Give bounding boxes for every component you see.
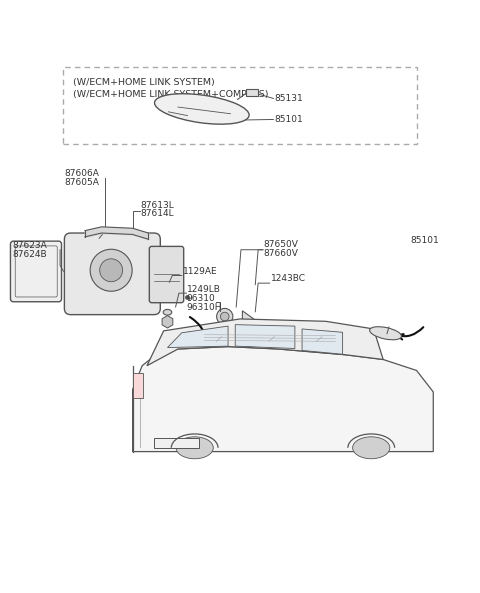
Text: 87623A: 87623A [12, 241, 47, 250]
Bar [154, 438, 199, 448]
Text: 87624B: 87624B [12, 250, 47, 259]
Ellipse shape [216, 308, 233, 324]
Polygon shape [147, 319, 383, 366]
Bar [132, 373, 143, 398]
Text: 96310: 96310 [187, 294, 216, 303]
FancyBboxPatch shape [149, 247, 184, 302]
Text: 96310H: 96310H [187, 303, 222, 312]
Bar [246, 89, 258, 95]
FancyBboxPatch shape [64, 233, 160, 315]
Polygon shape [132, 346, 433, 452]
Text: 85131: 85131 [275, 94, 303, 103]
Ellipse shape [100, 259, 122, 282]
Text: 1129AE: 1129AE [183, 267, 217, 276]
Text: 87605A: 87605A [65, 178, 100, 187]
Text: 87613L: 87613L [141, 201, 175, 210]
Polygon shape [168, 326, 228, 347]
Ellipse shape [220, 313, 229, 321]
Ellipse shape [155, 94, 249, 124]
FancyBboxPatch shape [11, 241, 61, 302]
Polygon shape [235, 324, 295, 349]
Text: 87614L: 87614L [141, 209, 174, 218]
Ellipse shape [176, 437, 213, 459]
Text: 87650V: 87650V [264, 240, 299, 249]
Text: 85101: 85101 [275, 115, 303, 124]
Ellipse shape [163, 310, 172, 315]
Text: 1249LB: 1249LB [187, 285, 220, 294]
Text: 87660V: 87660V [264, 249, 299, 258]
Polygon shape [302, 329, 343, 354]
Polygon shape [162, 315, 173, 328]
Ellipse shape [90, 249, 132, 291]
Text: (W/ECM+HOME LINK SYSTEM+COMPASS): (W/ECM+HOME LINK SYSTEM+COMPASS) [73, 90, 268, 100]
Text: 1243BC: 1243BC [271, 274, 306, 283]
Ellipse shape [370, 327, 401, 340]
Ellipse shape [353, 437, 390, 459]
Polygon shape [242, 311, 268, 340]
Text: 85101: 85101 [411, 236, 440, 245]
Text: 87606A: 87606A [65, 169, 100, 178]
Text: (W/ECM+HOME LINK SYSTEM): (W/ECM+HOME LINK SYSTEM) [73, 78, 215, 87]
